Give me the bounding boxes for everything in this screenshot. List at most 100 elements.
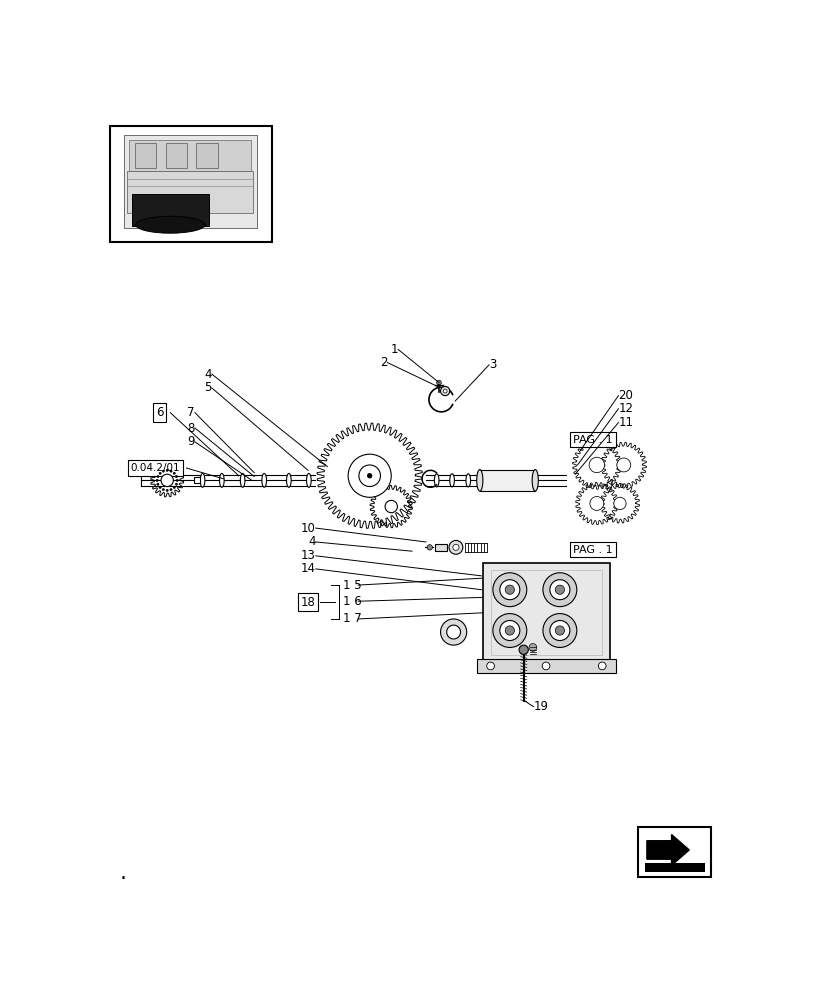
Circle shape xyxy=(157,475,159,478)
Text: 13: 13 xyxy=(301,549,316,562)
Circle shape xyxy=(359,465,380,487)
Text: 1 6: 1 6 xyxy=(343,595,361,608)
Polygon shape xyxy=(573,441,621,489)
Bar xyxy=(135,143,157,168)
Circle shape xyxy=(486,662,494,670)
Text: 4: 4 xyxy=(204,368,212,381)
Polygon shape xyxy=(601,442,646,488)
Bar xyxy=(637,827,711,877)
Circle shape xyxy=(443,389,447,393)
Bar xyxy=(130,140,251,171)
Polygon shape xyxy=(370,485,412,528)
Bar xyxy=(483,563,610,663)
Bar xyxy=(480,470,535,491)
Bar xyxy=(194,477,200,483)
Bar xyxy=(197,143,218,168)
Text: 1: 1 xyxy=(391,343,398,356)
Bar xyxy=(124,135,256,228)
Circle shape xyxy=(449,540,463,554)
Circle shape xyxy=(157,483,159,485)
Bar xyxy=(166,143,187,168)
Text: 3: 3 xyxy=(489,358,496,371)
Bar xyxy=(645,863,705,872)
Circle shape xyxy=(173,472,175,474)
Text: 9: 9 xyxy=(188,435,195,448)
Circle shape xyxy=(505,585,514,594)
Text: .: . xyxy=(119,863,126,883)
Ellipse shape xyxy=(286,473,291,487)
Text: 11: 11 xyxy=(619,416,633,429)
Ellipse shape xyxy=(200,473,205,487)
Bar xyxy=(641,831,707,873)
Circle shape xyxy=(529,644,537,651)
Ellipse shape xyxy=(450,474,455,487)
Ellipse shape xyxy=(434,474,439,487)
Ellipse shape xyxy=(466,474,471,487)
Ellipse shape xyxy=(307,473,311,487)
Circle shape xyxy=(500,580,520,600)
Text: PAG . 1: PAG . 1 xyxy=(573,435,613,445)
Circle shape xyxy=(441,619,467,645)
Circle shape xyxy=(441,386,450,396)
Text: 1 5: 1 5 xyxy=(343,579,361,592)
Bar xyxy=(477,659,616,673)
Circle shape xyxy=(590,497,604,510)
Circle shape xyxy=(542,662,550,670)
Text: 5: 5 xyxy=(205,381,212,394)
Circle shape xyxy=(385,500,397,513)
Circle shape xyxy=(493,573,527,607)
Circle shape xyxy=(614,497,626,510)
Circle shape xyxy=(161,474,173,487)
Circle shape xyxy=(170,470,172,472)
Circle shape xyxy=(367,473,372,478)
Text: 4: 4 xyxy=(308,535,316,548)
Circle shape xyxy=(555,585,565,594)
Circle shape xyxy=(617,458,631,472)
Bar xyxy=(490,570,602,655)
Polygon shape xyxy=(151,464,184,497)
Ellipse shape xyxy=(532,470,539,491)
Circle shape xyxy=(505,626,514,635)
Circle shape xyxy=(446,625,460,639)
Text: 10: 10 xyxy=(301,522,316,535)
Circle shape xyxy=(175,483,178,485)
Text: 7: 7 xyxy=(188,406,195,419)
Circle shape xyxy=(156,479,158,482)
Text: 20: 20 xyxy=(619,389,633,402)
Circle shape xyxy=(519,645,528,654)
Circle shape xyxy=(555,626,565,635)
Circle shape xyxy=(166,489,168,492)
Polygon shape xyxy=(576,482,618,525)
Ellipse shape xyxy=(477,470,483,491)
Bar xyxy=(131,194,209,226)
Text: 8: 8 xyxy=(188,422,195,434)
Circle shape xyxy=(176,479,179,482)
Circle shape xyxy=(437,380,441,385)
Text: 2: 2 xyxy=(380,356,388,369)
Text: 6: 6 xyxy=(156,406,163,419)
Circle shape xyxy=(589,457,605,473)
Text: 14: 14 xyxy=(301,562,316,575)
Circle shape xyxy=(550,620,570,641)
Circle shape xyxy=(159,486,162,489)
Circle shape xyxy=(348,454,391,497)
Circle shape xyxy=(550,580,570,600)
Circle shape xyxy=(543,573,577,607)
Ellipse shape xyxy=(241,473,245,487)
Circle shape xyxy=(175,475,178,478)
Ellipse shape xyxy=(220,473,224,487)
Text: 0.04.2/01: 0.04.2/01 xyxy=(131,463,180,473)
Ellipse shape xyxy=(135,216,205,233)
Text: 19: 19 xyxy=(534,700,548,713)
Polygon shape xyxy=(647,835,690,865)
Circle shape xyxy=(173,486,175,489)
Circle shape xyxy=(493,614,527,647)
Bar xyxy=(435,544,446,551)
Text: 1 7: 1 7 xyxy=(343,612,361,625)
Circle shape xyxy=(427,545,432,550)
Bar xyxy=(127,171,254,213)
Polygon shape xyxy=(317,423,422,528)
Circle shape xyxy=(162,470,165,472)
Text: 18: 18 xyxy=(300,596,316,609)
Bar xyxy=(110,126,272,242)
